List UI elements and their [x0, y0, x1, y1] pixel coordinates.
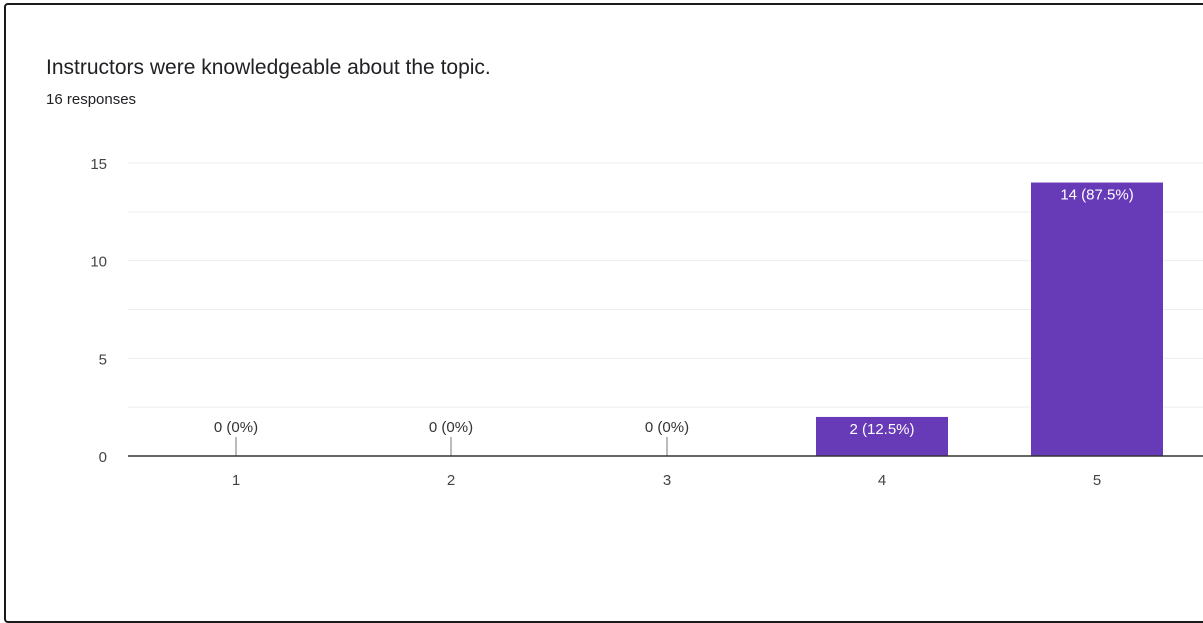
data-label: 0 (0%) [429, 419, 473, 436]
x-tick-label: 4 [878, 472, 886, 489]
bar [816, 416, 948, 456]
chart-title: Instructors were knowledgeable about the… [46, 56, 491, 79]
x-tick-label: 5 [1093, 472, 1101, 489]
data-label: 14 (87.5%) [1060, 187, 1133, 204]
x-tick-label: 1 [232, 472, 240, 489]
chart-card [4, 3, 1203, 623]
bar [1031, 182, 1163, 457]
data-label: 2 (12.5%) [849, 421, 914, 438]
x-tick-label: 2 [447, 472, 455, 489]
data-label: 0 (0%) [214, 419, 258, 436]
x-tick-label: 3 [663, 472, 671, 489]
y-tick-label: 0 [99, 449, 107, 466]
y-tick-label: 15 [90, 156, 107, 173]
data-label: 0 (0%) [645, 419, 689, 436]
response-count: 16 responses [46, 91, 137, 108]
y-tick-label: 10 [90, 254, 107, 271]
y-tick-label: 5 [99, 351, 107, 368]
